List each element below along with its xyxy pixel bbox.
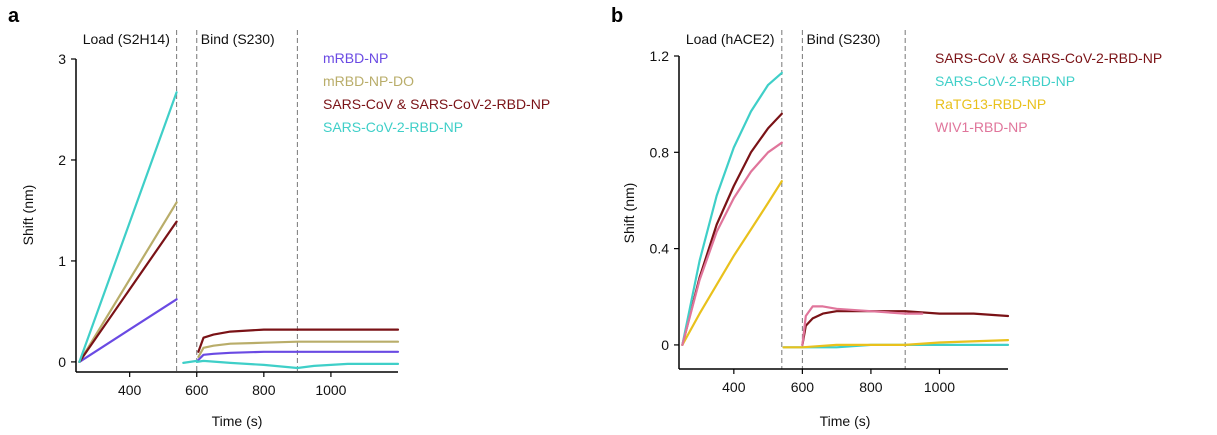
- panel-b-series: [681, 71, 1010, 349]
- legend-b: SARS-CoV & SARS-CoV-2-RBD-NP SARS-CoV-2-…: [935, 50, 1162, 135]
- series-line-pre: [182, 359, 198, 364]
- y-tick-label: 1: [58, 253, 66, 269]
- legend-a: mRBD-NP mRBD-NP-DO SARS-CoV & SARS-CoV-2…: [323, 50, 550, 135]
- phase-label-bind-a: Bind (S230): [201, 31, 275, 47]
- legend-item-b-3: WIV1-RBD-NP: [935, 119, 1028, 135]
- series-line-load: [78, 220, 178, 363]
- phase-label-load-a: Load (S2H14): [83, 31, 170, 47]
- series-line-load: [681, 71, 783, 346]
- panel-b: b 400 600 800 1000 0 0.4 0.8 1.2 Time (s) Shif…: [611, 5, 1162, 429]
- y-tick-label: 0: [661, 337, 669, 353]
- series-line-bind: [197, 328, 400, 353]
- y-axis-label-a: Shift (nm): [20, 185, 36, 246]
- y-tick-label: 0.4: [650, 241, 670, 257]
- panel-a-dividers: [176, 30, 298, 372]
- series-line-bind: [801, 305, 924, 346]
- legend-item-b-1: SARS-CoV-2-RBD-NP: [935, 73, 1075, 89]
- series-line-bind: [197, 350, 400, 361]
- x-tick-label: 600: [185, 382, 209, 398]
- legend-item-a-1: mRBD-NP-DO: [323, 73, 414, 89]
- series-line-load: [78, 91, 178, 363]
- phase-label-load-b: Load (hACE2): [686, 31, 775, 47]
- series-line-load: [681, 180, 783, 346]
- x-tick-label: 800: [252, 382, 276, 398]
- x-tick-label: 1000: [924, 379, 955, 395]
- series-line-load: [78, 298, 178, 363]
- series-line-load: [681, 112, 783, 346]
- legend-item-a-3: SARS-CoV-2-RBD-NP: [323, 119, 463, 135]
- series-line-bind: [782, 339, 1010, 349]
- series-line-bind: [195, 359, 400, 370]
- y-ticks-a: 0 1 2 3: [58, 51, 76, 370]
- x-tick-label: 400: [118, 382, 142, 398]
- x-ticks-b: 400 600 800 1000: [722, 369, 955, 395]
- y-tick-label: 3: [58, 51, 66, 67]
- panel-label-a: a: [8, 5, 20, 27]
- series-line-bind: [197, 340, 400, 358]
- y-tick-label: 1.2: [650, 48, 670, 64]
- panel-a-series: [78, 91, 400, 370]
- x-tick-label: 600: [791, 379, 815, 395]
- y-axis-label-b: Shift (nm): [621, 183, 637, 244]
- legend-item-a-0: mRBD-NP: [323, 50, 388, 66]
- x-axis-label-b: Time (s): [820, 413, 871, 429]
- x-tick-label: 800: [859, 379, 883, 395]
- y-tick-label: 2: [58, 152, 66, 168]
- panel-b-dividers: [781, 30, 906, 369]
- legend-item-b-2: RaTG13-RBD-NP: [935, 96, 1046, 112]
- x-axis-label-a: Time (s): [212, 413, 263, 429]
- x-tick-label: 1000: [315, 382, 346, 398]
- x-tick-label: 400: [722, 379, 746, 395]
- legend-item-b-0: SARS-CoV & SARS-CoV-2-RBD-NP: [935, 50, 1162, 66]
- y-tick-label: 0.8: [650, 144, 670, 160]
- series-line-load: [78, 201, 178, 363]
- x-ticks-a: 400 600 800 1000: [118, 372, 347, 398]
- series-line-load: [681, 141, 783, 346]
- panel-label-b: b: [611, 5, 623, 27]
- panel-a: a 400 600 800 1000 0 1 2 3 Time (s) Shift (nm)…: [8, 5, 550, 429]
- series-line-bind: [801, 310, 1010, 346]
- phase-label-bind-b: Bind (S230): [806, 31, 880, 47]
- legend-item-a-2: SARS-CoV & SARS-CoV-2-RBD-NP: [323, 96, 550, 112]
- y-ticks-b: 0 0.4 0.8 1.2: [650, 48, 679, 353]
- y-tick-label: 0: [58, 354, 66, 370]
